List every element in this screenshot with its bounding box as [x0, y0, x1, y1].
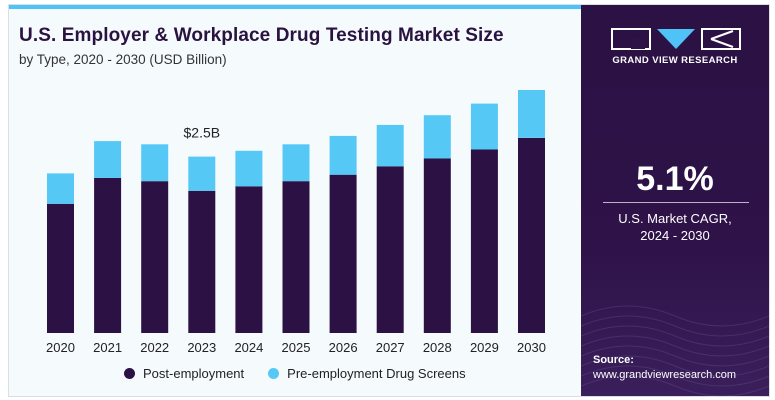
bar-pre-2023: [188, 156, 216, 191]
x-tick-label: 2027: [376, 340, 405, 355]
legend-item-pre: Pre-employment Drug Screens: [268, 366, 466, 381]
bar-post-2022: [141, 181, 169, 333]
cagr-label: U.S. Market CAGR, 2024 - 2030: [581, 210, 769, 244]
divider: [603, 202, 749, 203]
bar-pre-2030: [518, 90, 545, 138]
bar-post-2020: [47, 203, 74, 333]
bar-post-2027: [376, 166, 404, 333]
legend: Post-employment Pre-employment Drug Scre…: [124, 366, 466, 381]
source-link[interactable]: www.grandviewresearch.com: [593, 369, 737, 381]
bar-post-2028: [423, 158, 451, 333]
bar-post-2023: [188, 190, 216, 333]
decorative-waves: [581, 305, 769, 396]
x-tick-label: 2025: [282, 340, 311, 355]
x-tick-label: 2030: [517, 340, 546, 355]
accent-bar: [9, 5, 581, 9]
chart-title: U.S. Employer & Workplace Drug Testing M…: [19, 25, 504, 46]
cagr-label-line2: 2024 - 2030: [640, 228, 710, 243]
bar-pre-2021: [94, 141, 122, 178]
data-label-2023: $2.5B: [184, 125, 221, 141]
cagr-label-line1: U.S. Market CAGR,: [618, 211, 732, 226]
bar-post-2026: [329, 174, 357, 333]
source-note: Source: www.grandviewresearch.com: [593, 353, 736, 383]
x-tick-label: 2026: [329, 340, 358, 355]
source-label: Source:: [593, 354, 634, 366]
cagr-value: 5.1%: [636, 160, 714, 198]
x-tick-label: 2024: [234, 340, 263, 355]
bar-pre-2027: [376, 124, 404, 167]
bar-post-2030: [518, 137, 545, 333]
bar-pre-2028: [423, 115, 451, 159]
side-panel: GRAND VIEW RESEARCH 5.1% U.S. Market CAG…: [581, 5, 769, 396]
x-tick-label: 2021: [93, 340, 122, 355]
bar-chart: 2020 2021 2022 2023 2024 2025 2026 2027 2028 2029…: [46, 90, 546, 355]
legend-item-post: Post-employment: [124, 366, 244, 381]
bar-post-2025: [282, 181, 310, 333]
chart-subtitle: by Type, 2020 - 2030 (USD Billion): [19, 52, 227, 67]
bar-post-2029: [470, 149, 498, 333]
legend-swatch-pre: [268, 368, 280, 379]
x-tick-label: 2029: [470, 340, 499, 355]
bar-pre-2026: [329, 135, 357, 175]
bar-pre-2025: [282, 144, 310, 182]
x-tick-label: 2023: [187, 340, 216, 355]
bar-post-2021: [94, 177, 122, 333]
x-tick-label: 2022: [140, 340, 169, 355]
legend-swatch-post: [124, 368, 135, 379]
chart-card: U.S. Employer & Workplace Drug Testing M…: [8, 4, 770, 397]
legend-label-post: Post-employment: [143, 366, 245, 381]
legend-label-pre: Pre-employment Drug Screens: [287, 366, 466, 381]
bar-pre-2022: [141, 144, 169, 182]
x-tick-label: 2028: [423, 340, 452, 355]
grand-view-research-logo: [611, 28, 741, 50]
brand-name: GRAND VIEW RESEARCH: [612, 55, 738, 66]
bar-pre-2020: [47, 173, 74, 204]
bar-post-2024: [235, 186, 263, 333]
x-tick-label: 2020: [46, 340, 75, 355]
bar-pre-2024: [235, 150, 263, 187]
bar-pre-2029: [470, 103, 498, 150]
